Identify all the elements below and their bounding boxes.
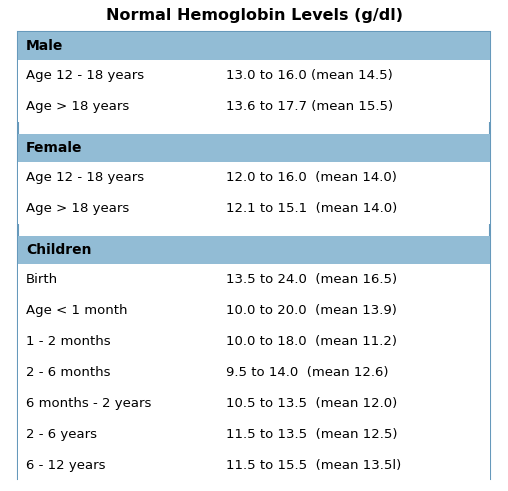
Text: 1 - 2 months: 1 - 2 months <box>26 335 111 348</box>
FancyBboxPatch shape <box>18 162 490 193</box>
Text: 6 - 12 years: 6 - 12 years <box>26 459 106 472</box>
Text: Age 12 - 18 years: Age 12 - 18 years <box>26 171 144 184</box>
FancyBboxPatch shape <box>18 264 490 295</box>
FancyBboxPatch shape <box>18 236 490 264</box>
FancyBboxPatch shape <box>18 295 490 326</box>
Text: 12.1 to 15.1  (mean 14.0): 12.1 to 15.1 (mean 14.0) <box>226 202 397 215</box>
Text: 9.5 to 14.0  (mean 12.6): 9.5 to 14.0 (mean 12.6) <box>226 366 388 379</box>
Text: Normal Hemoglobin Levels (g/dl): Normal Hemoglobin Levels (g/dl) <box>106 8 402 23</box>
Text: 13.6 to 17.7 (mean 15.5): 13.6 to 17.7 (mean 15.5) <box>226 100 393 113</box>
Text: 13.0 to 16.0 (mean 14.5): 13.0 to 16.0 (mean 14.5) <box>226 69 392 82</box>
FancyBboxPatch shape <box>18 419 490 450</box>
Text: Children: Children <box>26 243 91 257</box>
Text: 10.0 to 18.0  (mean 11.2): 10.0 to 18.0 (mean 11.2) <box>226 335 397 348</box>
Text: Female: Female <box>26 141 82 155</box>
Text: Age > 18 years: Age > 18 years <box>26 202 129 215</box>
Text: Age > 18 years: Age > 18 years <box>26 100 129 113</box>
FancyBboxPatch shape <box>18 134 490 162</box>
Text: Birth: Birth <box>26 273 58 286</box>
FancyBboxPatch shape <box>18 450 490 481</box>
Text: Age 12 - 18 years: Age 12 - 18 years <box>26 69 144 82</box>
Text: Male: Male <box>26 39 64 53</box>
Text: 11.5 to 15.5  (mean 13.5l): 11.5 to 15.5 (mean 13.5l) <box>226 459 401 472</box>
FancyBboxPatch shape <box>18 193 490 224</box>
Text: 11.5 to 13.5  (mean 12.5): 11.5 to 13.5 (mean 12.5) <box>226 428 397 441</box>
Text: 10.0 to 20.0  (mean 13.9): 10.0 to 20.0 (mean 13.9) <box>226 304 397 317</box>
FancyBboxPatch shape <box>18 60 490 91</box>
FancyBboxPatch shape <box>18 326 490 357</box>
FancyBboxPatch shape <box>18 32 490 60</box>
Text: 12.0 to 16.0  (mean 14.0): 12.0 to 16.0 (mean 14.0) <box>226 171 397 184</box>
Text: 6 months - 2 years: 6 months - 2 years <box>26 397 151 410</box>
Text: 10.5 to 13.5  (mean 12.0): 10.5 to 13.5 (mean 12.0) <box>226 397 397 410</box>
Text: Age < 1 month: Age < 1 month <box>26 304 128 317</box>
Text: 13.5 to 24.0  (mean 16.5): 13.5 to 24.0 (mean 16.5) <box>226 273 397 286</box>
Text: 2 - 6 years: 2 - 6 years <box>26 428 97 441</box>
FancyBboxPatch shape <box>18 91 490 122</box>
FancyBboxPatch shape <box>18 357 490 388</box>
FancyBboxPatch shape <box>18 388 490 419</box>
Text: 2 - 6 months: 2 - 6 months <box>26 366 111 379</box>
